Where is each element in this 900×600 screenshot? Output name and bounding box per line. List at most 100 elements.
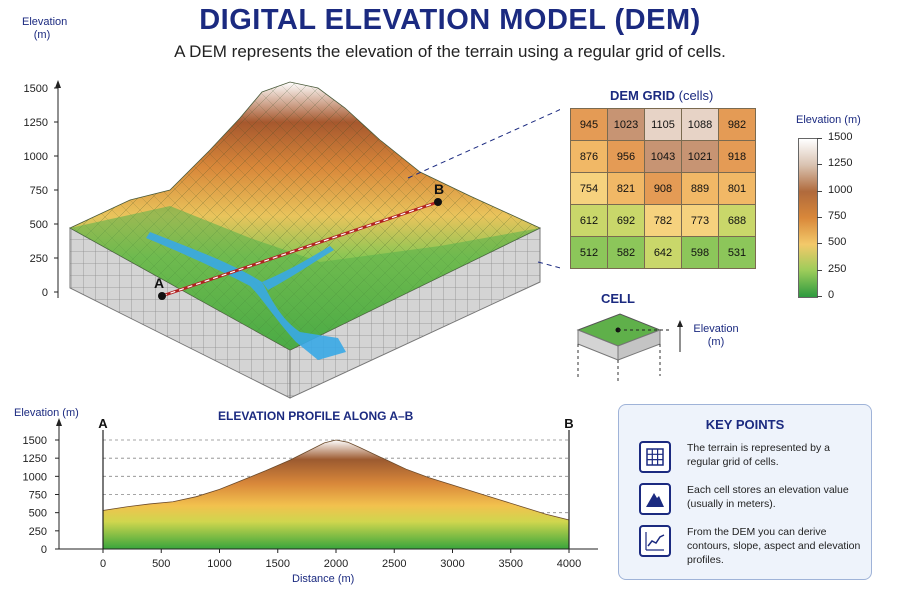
profile-y-tick-label: 500 [29, 508, 47, 520]
legend-colorbar [798, 138, 818, 298]
legend-label: 750 [828, 210, 847, 222]
block-tick-label: 1000 [24, 151, 48, 163]
dem-grid-cell: 918 [718, 140, 756, 173]
block-tick-label: 0 [42, 287, 48, 299]
legend-tick [817, 243, 822, 245]
profile-y-tick-label: 250 [29, 526, 47, 538]
dem-grid-cell: 688 [718, 204, 756, 237]
legend-label: 1250 [828, 157, 853, 170]
profile-x-tick-label: 2500 [382, 558, 406, 570]
profile-x-title: Distance (m) [292, 573, 355, 585]
page-title: DIGITAL ELEVATION MODEL (DEM) [199, 4, 701, 36]
legend-tick [817, 164, 822, 166]
cell-diagram [576, 313, 683, 384]
cell-elev-arrowhead [677, 320, 683, 327]
dem-grid-cell: 801 [718, 172, 756, 205]
profile-end-label: B [564, 416, 573, 431]
river [146, 232, 346, 360]
key-points-panel: KEY POINTS The terrain is represented by… [618, 404, 872, 580]
dem-grid-subtitle: (cells) [678, 88, 714, 103]
chart-icon [639, 525, 671, 557]
dem-grid-title: DEM GRID (cells) [610, 88, 713, 103]
terrain-lowland [70, 206, 540, 350]
dem-grid-title-text: DEM GRID [610, 88, 675, 103]
dem-grid-row: 754 821 908 889 801 [570, 172, 756, 205]
point-a-marker [158, 292, 166, 300]
dem-grid-cell: 889 [681, 172, 719, 205]
point-b-marker [434, 198, 442, 206]
key-point-item: From the DEM you can derive contours, sl… [639, 525, 861, 566]
block-tick-label: 500 [30, 219, 48, 231]
dem-grid-cell: 531 [718, 236, 756, 269]
terrain-block-diagram: 1500 1250 1000 750 500 250 0 A B [24, 80, 560, 399]
dem-grid-row: 512 582 642 598 531 [570, 236, 756, 269]
dem-grid-row: 945 1023 1105 1088 982 [570, 108, 756, 141]
legend-label: 1000 [828, 183, 853, 196]
key-point-item: Each cell stores an elevation value (usu… [639, 483, 861, 523]
block-axis-title: Elevation (m) [22, 16, 68, 41]
profile-start-label: A [98, 416, 108, 431]
dem-grid-row: 876 956 1043 1021 918 [570, 140, 756, 173]
dem-grid-cell: 782 [644, 204, 682, 237]
dem-grid-cell: 598 [681, 236, 719, 269]
transect-dash [161, 201, 439, 297]
legend-label: 250 [828, 262, 847, 275]
profile-x-tick-label: 3500 [499, 558, 523, 570]
dem-grid-cell: 821 [607, 172, 645, 205]
dem-grid-cell: 642 [644, 236, 682, 269]
profile-y-tick-label: 1250 [23, 453, 47, 465]
dem-grid-cell: 982 [718, 108, 756, 141]
leader-line-bottom [537, 261, 560, 269]
grid-icon [639, 441, 671, 473]
leader-line-top [407, 109, 560, 179]
block-y-axis-arrow [55, 80, 61, 88]
key-point-text: Each cell stores an elevation value (usu… [687, 484, 849, 510]
dem-grid-cell: 1043 [644, 140, 682, 173]
cell-elevation-label: Elevation (m) [693, 323, 739, 348]
profile-y-axis-arrow [56, 418, 62, 426]
cell-title: CELL [601, 291, 635, 306]
dem-grid-cell: 1105 [644, 108, 682, 141]
dem-grid-cell: 956 [607, 140, 645, 173]
legend-tick [817, 217, 822, 218]
key-point-text: From the DEM you can derive contours, sl… [687, 526, 861, 566]
legend-tick [817, 190, 822, 192]
point-a-label: A [154, 275, 164, 291]
profile-y-tick-label: 750 [29, 490, 47, 502]
dem-grid-cell: 512 [570, 236, 608, 269]
block-tick-label: 250 [30, 253, 48, 265]
legend-label: 1500 [828, 131, 853, 143]
profile-x-tick-label: 1500 [266, 558, 290, 570]
profile-x-tick-label: 2000 [324, 558, 348, 570]
block-ticks: 1500 1250 1000 750 500 250 0 [24, 83, 58, 299]
profile-y-title: Elevation (m) [14, 407, 79, 419]
dem-grid-cell: 754 [570, 172, 608, 205]
profile-x-tick-label: 4000 [557, 558, 581, 570]
profile-title: ELEVATION PROFILE ALONG A–B [218, 409, 414, 423]
legend-title: Elevation (m) [796, 114, 861, 126]
dem-grid-cell: 1088 [681, 108, 719, 141]
dem-grid-cell: 692 [607, 204, 645, 237]
dem-grid-cell: 945 [570, 108, 608, 141]
block-tick-label: 1250 [24, 117, 48, 129]
legend-tick [817, 269, 822, 271]
page-subtitle: A DEM represents the elevation of the te… [174, 42, 726, 61]
dem-grid-cell: 773 [681, 204, 719, 237]
dem-grid-row: 612 692 782 773 688 [570, 204, 756, 237]
legend-tick [817, 138, 822, 139]
dem-grid-cell: 1021 [681, 140, 719, 173]
key-point-item: The terrain is represented by a regular … [639, 441, 861, 481]
profile-area [102, 439, 570, 550]
dem-grid-cell: 908 [644, 172, 682, 205]
profile-x-tick-label: 1000 [207, 558, 231, 570]
key-points-title: KEY POINTS [705, 417, 785, 432]
dem-grid-cell: 876 [570, 140, 608, 173]
block-tick-label: 750 [30, 185, 48, 197]
dem-grid-cell: 1023 [607, 108, 645, 141]
river-tributary [262, 246, 334, 290]
dem-grid-cell: 582 [607, 236, 645, 269]
legend-label: 0 [828, 289, 835, 301]
profile-y-tick-label: 1500 [23, 435, 47, 447]
dem-grid-cell: 612 [570, 204, 608, 237]
